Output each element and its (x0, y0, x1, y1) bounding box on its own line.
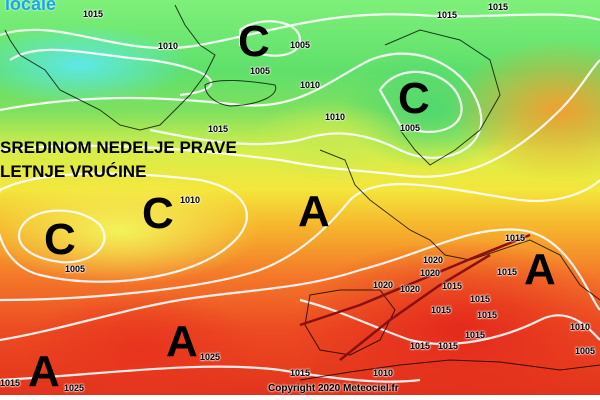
front-line (339, 253, 491, 361)
isobar-pressure-label: 1015 (465, 330, 486, 340)
isobar (17, 209, 106, 264)
coastline-iceland (204, 79, 277, 107)
copyright: Copyright 2020 Meteociel.fr (268, 383, 399, 394)
isobar-pressure-label: 1015 (83, 9, 104, 19)
frontal-lines (299, 233, 531, 361)
isobar (378, 70, 463, 133)
isobar-pressure-label: 1010 (180, 195, 201, 205)
isobar-pressure-label: 1015 (470, 294, 491, 304)
isobar (0, 172, 248, 283)
isobar-pressure-label: 1020 (423, 255, 444, 265)
high-pressure-symbol: A (28, 347, 60, 396)
isobar (299, 298, 600, 346)
isobar-pressure-label: 1015 (497, 267, 518, 277)
isobar-pressure-label: 1015 (431, 305, 452, 315)
isobar-pressure-label: 1015 (477, 310, 498, 320)
low-pressure-symbol: C (398, 74, 430, 123)
isobar-pressure-label: 1015 (0, 378, 21, 388)
isobar-pressure-label: 1025 (200, 352, 221, 362)
isobar-pressure-label: 1010 (300, 80, 321, 90)
coastline-africa (299, 359, 600, 381)
isobar (0, 228, 600, 342)
isobar-pressure-label: 1010 (325, 112, 346, 122)
isobar (9, 48, 213, 97)
isobar-pressure-label: 1010 (158, 41, 179, 51)
isobar-pressure-label: 1020 (420, 268, 441, 278)
isobar-pressure-label: 1010 (570, 322, 591, 332)
isobar-pressure-label: 1020 (373, 280, 394, 290)
isobar-pressure-label: 1005 (250, 66, 271, 76)
isobar-pressure-label: 1005 (575, 346, 596, 356)
headline-line1: SREDINOM NEDELJE PRAVE (0, 138, 237, 157)
isobar-pressure-label: 1015 (208, 124, 229, 134)
isobar-pressure-label: 1005 (290, 40, 311, 50)
high-pressure-symbol: A (166, 317, 198, 366)
coastline-scandinavia (384, 29, 501, 166)
coastline-europe (319, 149, 600, 301)
isobar-pressure-label: 1015 (442, 281, 463, 291)
isobar (0, 52, 483, 159)
coastline-iberia (304, 289, 396, 356)
isobar (0, 13, 600, 50)
coastlines (4, 4, 600, 381)
isobar-pressure-label: 1005 (400, 123, 421, 133)
headline-line2: LETNJE VRUĆINE (0, 162, 147, 181)
isobar-pressure-label: 1020 (400, 284, 421, 294)
isobar-pressure-label: 1010 (373, 368, 394, 378)
front-line (299, 233, 531, 327)
logo-text: locale (5, 0, 57, 14)
low-pressure-symbol: C (142, 189, 174, 238)
high-pressure-symbol: A (298, 187, 330, 236)
isobar-pressure-label: 1015 (438, 341, 459, 351)
isobar-pressure-label: 1015 (505, 233, 526, 243)
coastline-greenland (4, 4, 216, 131)
low-pressure-symbol: C (44, 215, 76, 264)
isobar (238, 20, 302, 57)
isobar-pressure-label: 1015 (488, 2, 509, 12)
footer-strip (0, 395, 600, 400)
isobar-pressure-label: 1015 (437, 10, 458, 20)
isobar-pressure-label: 1015 (290, 368, 311, 378)
low-pressure-symbol: C (238, 17, 270, 66)
isobar-pressure-label: 1015 (410, 341, 431, 351)
isobar-pressure-label: 1005 (65, 264, 86, 274)
high-pressure-symbol: A (524, 245, 556, 294)
isobar-pressure-label: 1025 (64, 383, 85, 393)
isobar (0, 179, 600, 302)
isobar (0, 365, 421, 383)
isobar (0, 59, 600, 178)
